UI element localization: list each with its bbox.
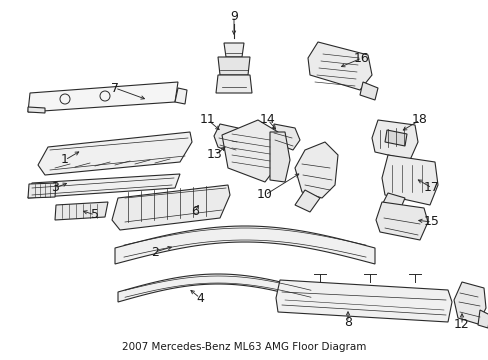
Text: 4: 4 — [196, 292, 203, 305]
Polygon shape — [375, 202, 427, 240]
Polygon shape — [381, 193, 404, 210]
Text: 13: 13 — [207, 148, 223, 162]
Text: 8: 8 — [343, 315, 351, 328]
Text: 10: 10 — [257, 189, 272, 202]
Polygon shape — [38, 132, 192, 175]
Polygon shape — [381, 155, 437, 205]
Polygon shape — [214, 124, 240, 153]
Text: 7: 7 — [111, 81, 119, 94]
Polygon shape — [118, 274, 317, 302]
Polygon shape — [222, 120, 278, 182]
Polygon shape — [28, 183, 56, 198]
Polygon shape — [269, 132, 289, 182]
Polygon shape — [216, 75, 251, 93]
Polygon shape — [55, 202, 108, 220]
Text: 12: 12 — [453, 319, 469, 332]
Polygon shape — [115, 226, 374, 264]
Text: 16: 16 — [353, 51, 369, 64]
Text: 15: 15 — [423, 216, 439, 229]
Polygon shape — [359, 82, 377, 100]
Polygon shape — [275, 280, 451, 322]
Text: 2: 2 — [151, 246, 159, 258]
Polygon shape — [294, 190, 319, 212]
Text: 11: 11 — [200, 113, 215, 126]
Text: 6: 6 — [191, 206, 199, 219]
Polygon shape — [371, 120, 417, 160]
Text: 17: 17 — [423, 181, 439, 194]
Polygon shape — [271, 124, 299, 150]
Polygon shape — [28, 82, 178, 112]
Text: 14: 14 — [260, 113, 275, 126]
Polygon shape — [175, 88, 186, 104]
Polygon shape — [453, 282, 485, 324]
Text: 2007 Mercedes-Benz ML63 AMG Floor Diagram: 2007 Mercedes-Benz ML63 AMG Floor Diagra… — [122, 342, 366, 352]
Text: 5: 5 — [91, 208, 99, 221]
Polygon shape — [112, 185, 229, 230]
Polygon shape — [28, 174, 180, 198]
Polygon shape — [477, 310, 488, 328]
Polygon shape — [218, 57, 249, 75]
Polygon shape — [28, 107, 45, 113]
Text: 3: 3 — [51, 181, 59, 194]
Polygon shape — [294, 142, 337, 198]
Polygon shape — [224, 43, 244, 57]
Polygon shape — [384, 130, 406, 146]
Text: 9: 9 — [229, 9, 238, 22]
Polygon shape — [307, 42, 371, 90]
Text: 18: 18 — [411, 113, 427, 126]
Text: 1: 1 — [61, 153, 69, 166]
